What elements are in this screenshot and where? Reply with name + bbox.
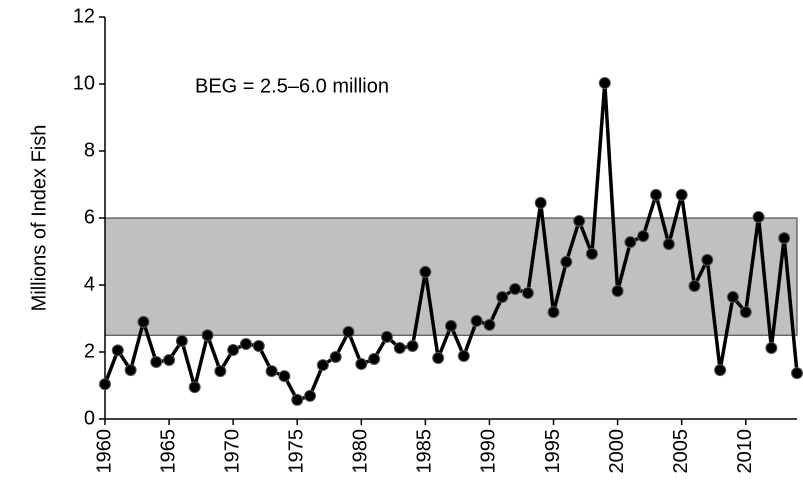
data-point xyxy=(701,253,714,266)
data-point xyxy=(175,334,188,347)
data-point xyxy=(329,351,342,364)
data-point xyxy=(765,341,778,354)
data-point xyxy=(304,389,317,402)
data-point xyxy=(214,365,227,378)
data-point xyxy=(560,255,573,268)
data-point xyxy=(739,306,752,319)
data-point xyxy=(445,319,457,332)
data-point xyxy=(509,283,522,296)
data-point xyxy=(611,285,624,298)
data-point xyxy=(380,330,393,343)
data-point xyxy=(521,287,534,300)
y-tick-label: 8 xyxy=(84,139,95,161)
data-point xyxy=(778,232,791,245)
annotation: BEG = 2.5–6.0 million xyxy=(195,75,389,97)
x-tick-label: 1980 xyxy=(350,429,372,474)
data-point xyxy=(99,378,111,391)
y-tick-label: 2 xyxy=(84,340,95,362)
data-point xyxy=(662,238,675,251)
data-point xyxy=(111,344,124,357)
data-point xyxy=(714,364,727,377)
data-point xyxy=(650,188,663,201)
data-point xyxy=(496,291,509,304)
data-point xyxy=(227,343,240,356)
data-point xyxy=(355,358,368,371)
x-tick-label: 2005 xyxy=(670,429,692,474)
data-point xyxy=(291,393,304,406)
data-point xyxy=(573,215,586,228)
data-point xyxy=(137,315,150,328)
x-tick-label: 1965 xyxy=(157,429,179,474)
data-point xyxy=(637,230,650,243)
x-tick-label: 1970 xyxy=(221,429,243,474)
y-tick-label: 4 xyxy=(84,273,95,295)
data-point xyxy=(483,318,496,331)
data-point xyxy=(150,356,163,369)
data-point xyxy=(598,76,611,89)
x-tick-label: 1995 xyxy=(542,429,564,474)
x-tick-label: 1990 xyxy=(478,429,500,474)
x-tick-label: 2010 xyxy=(734,429,756,474)
y-tick-label: 0 xyxy=(84,407,95,429)
data-point xyxy=(316,359,329,372)
data-point xyxy=(457,350,470,363)
data-point xyxy=(278,370,291,383)
data-point xyxy=(752,210,765,223)
data-point xyxy=(406,339,419,352)
data-point xyxy=(419,265,432,278)
data-point xyxy=(547,306,560,319)
data-point xyxy=(688,280,701,293)
data-point xyxy=(201,329,214,342)
y-tick-label: 6 xyxy=(84,206,95,228)
y-tick-label: 12 xyxy=(73,5,95,27)
data-point xyxy=(368,353,381,366)
data-point xyxy=(163,354,176,367)
data-point xyxy=(239,337,252,350)
data-point xyxy=(188,381,201,394)
x-tick-label: 1960 xyxy=(93,429,115,474)
data-point xyxy=(624,236,637,249)
data-point xyxy=(675,188,688,201)
data-point xyxy=(726,291,739,304)
data-point xyxy=(342,325,355,338)
y-tick-label: 10 xyxy=(73,72,95,94)
data-point xyxy=(252,339,265,352)
x-tick-label: 1985 xyxy=(414,429,436,474)
data-point xyxy=(470,314,483,327)
data-point xyxy=(585,247,598,260)
data-point xyxy=(791,367,803,380)
data-point xyxy=(534,196,547,209)
data-point xyxy=(124,364,137,377)
reference-band xyxy=(104,217,798,336)
y-axis-label: Millions of Index Fish xyxy=(28,125,50,312)
x-tick-label: 1975 xyxy=(286,429,308,474)
x-tick-label: 2000 xyxy=(606,429,628,474)
data-point xyxy=(393,341,406,354)
data-point xyxy=(265,365,278,378)
data-point xyxy=(432,352,445,365)
